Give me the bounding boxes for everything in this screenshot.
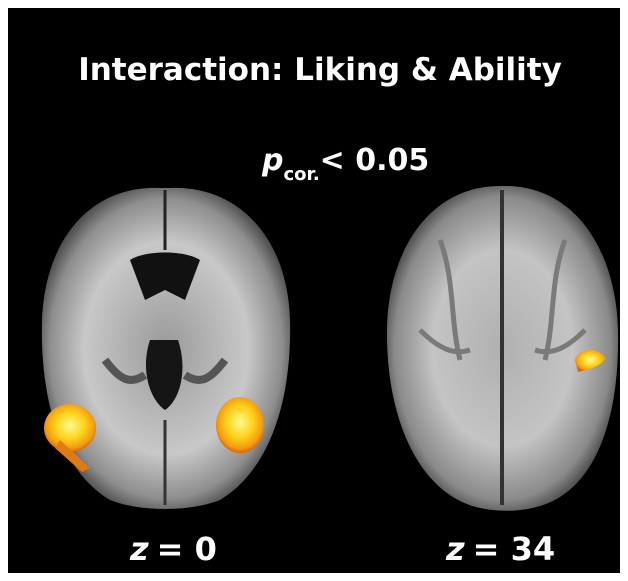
p-value: < 0.05 bbox=[320, 143, 430, 178]
brain-slice-right bbox=[387, 186, 618, 511]
brain-slice-left bbox=[42, 188, 290, 509]
p-symbol: p bbox=[261, 143, 283, 178]
slice-variable: z bbox=[129, 530, 149, 568]
slice-label-left: z= 0 bbox=[129, 530, 217, 568]
slice-value: = 34 bbox=[473, 530, 555, 568]
slice-variable: z bbox=[445, 530, 465, 568]
slice-value: = 0 bbox=[157, 530, 217, 568]
slice-label-right: z= 34 bbox=[445, 530, 555, 568]
figure: Interaction: Liking & Ability pcor.< 0.0… bbox=[0, 0, 628, 581]
p-subscript: cor. bbox=[283, 164, 319, 185]
title: Interaction: Liking & Ability bbox=[78, 52, 562, 88]
